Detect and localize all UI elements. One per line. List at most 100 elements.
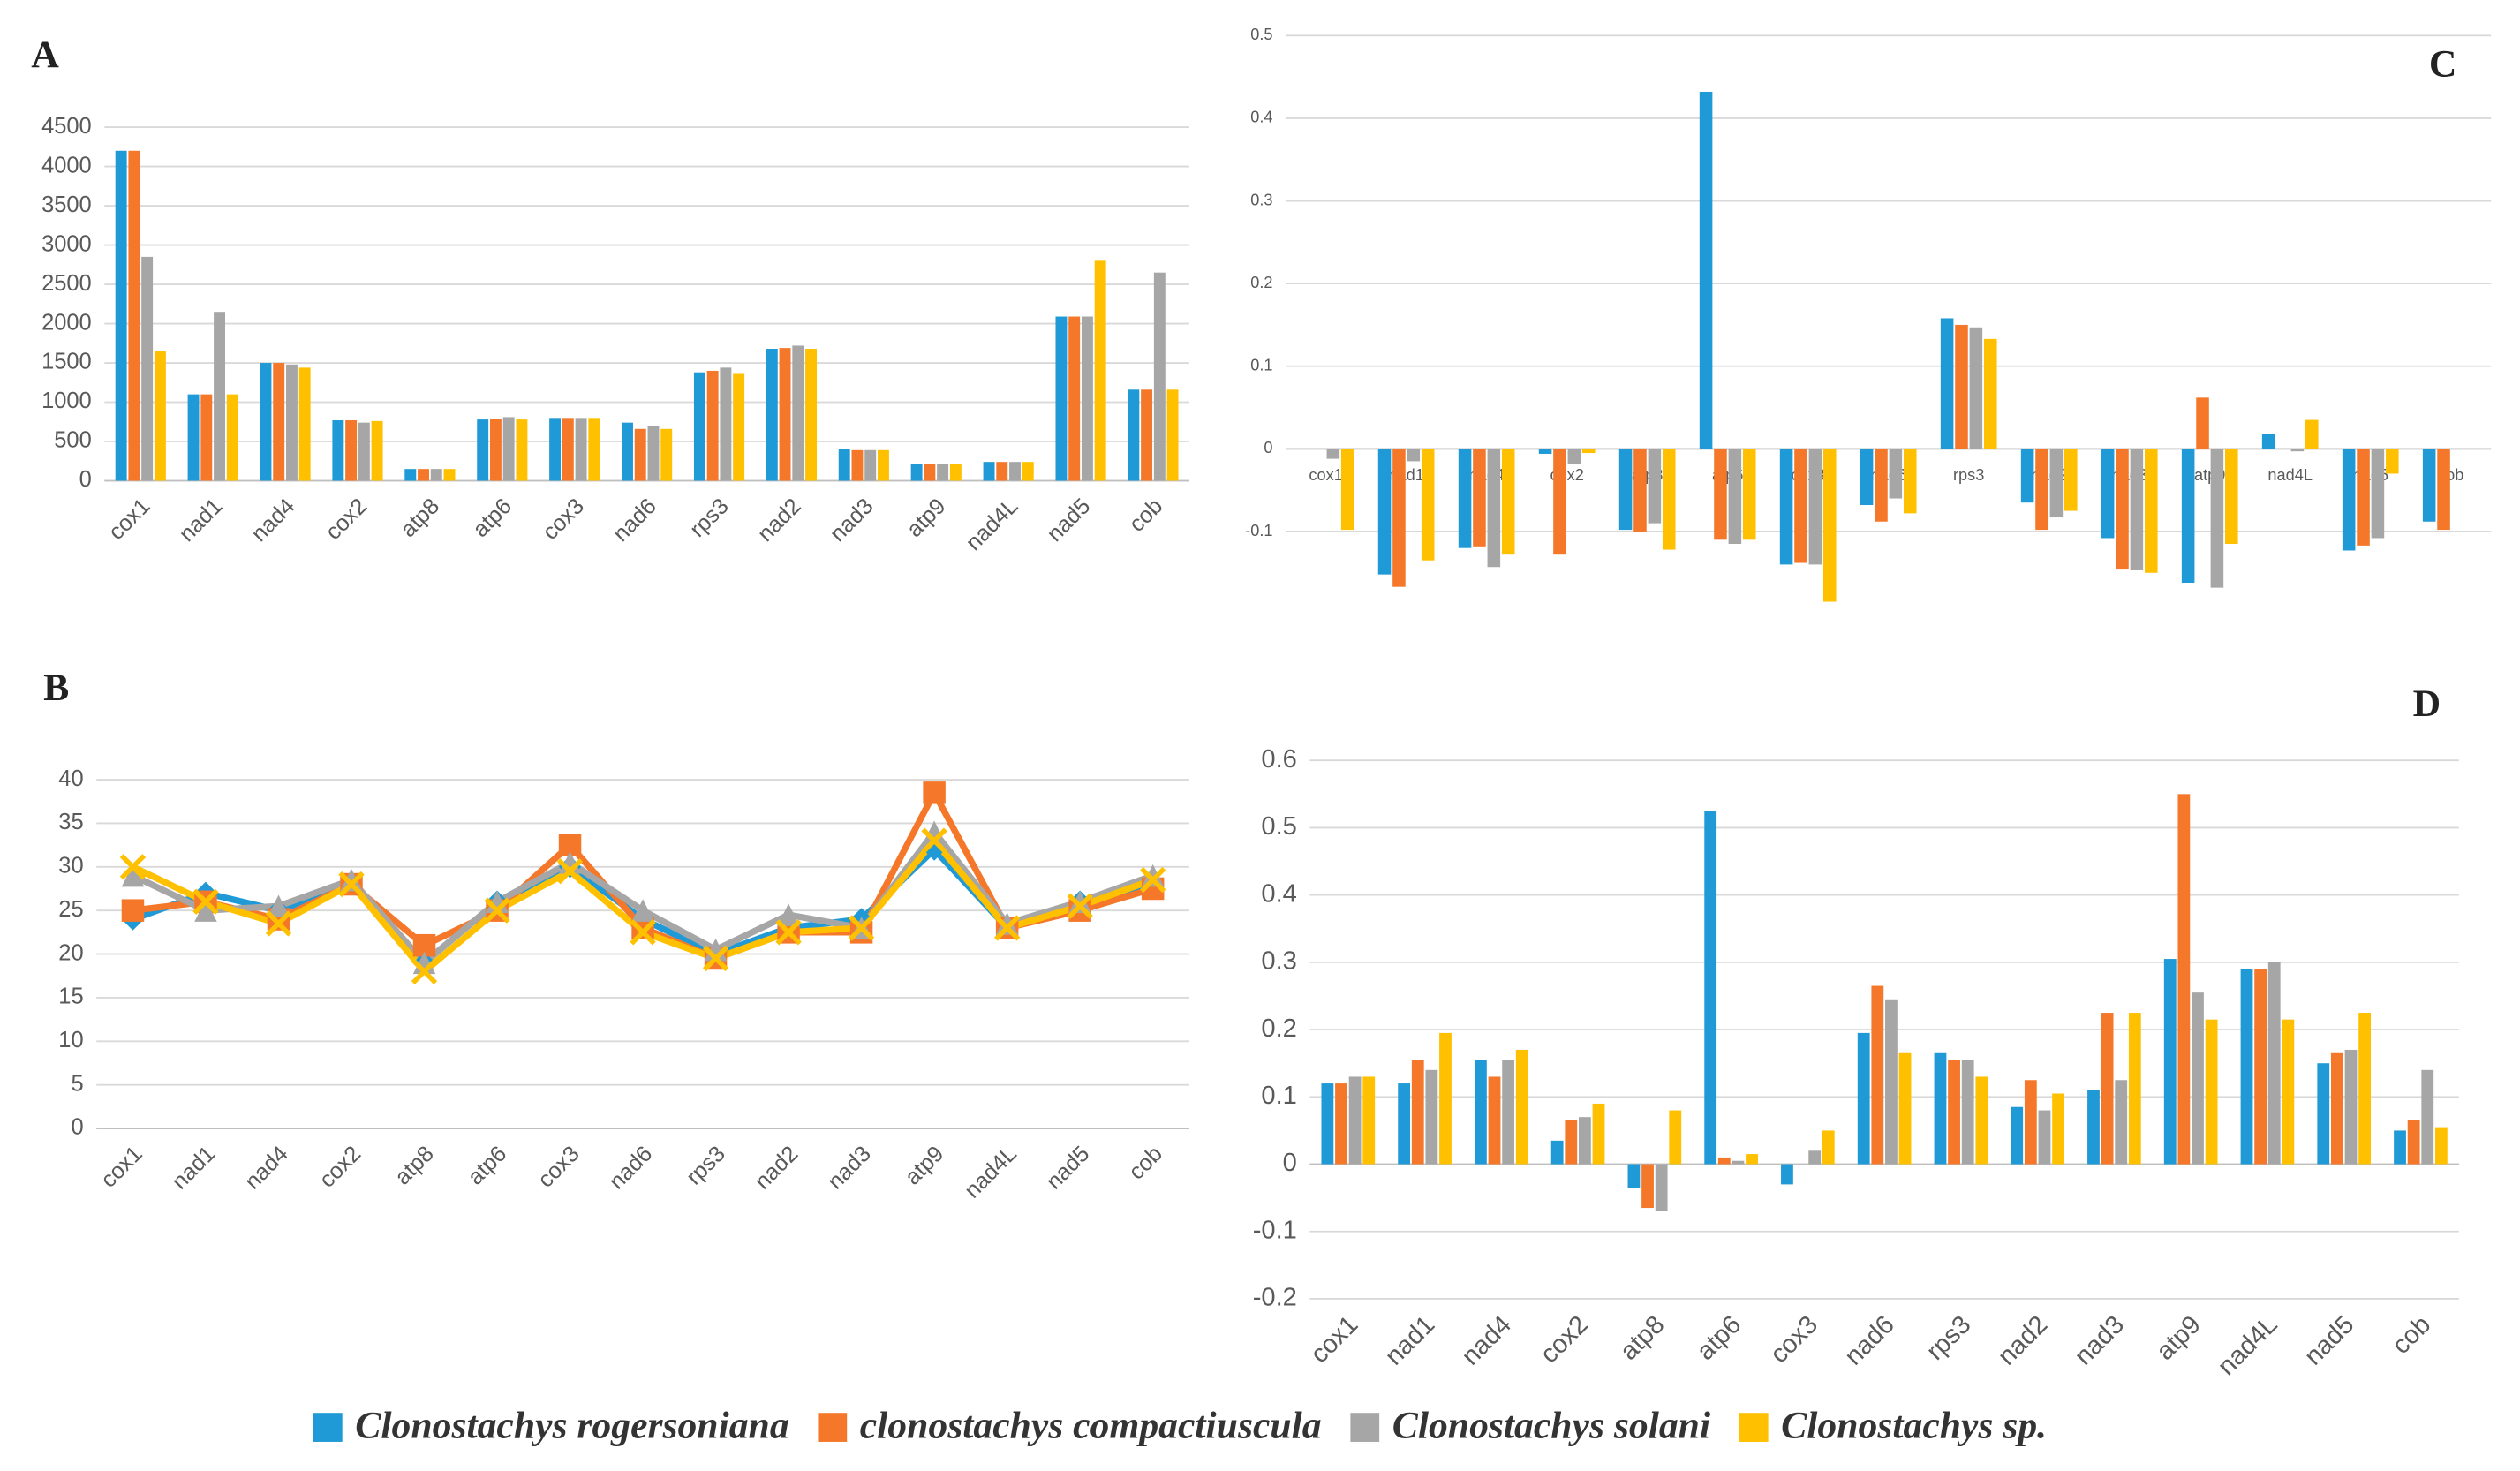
bar	[549, 418, 562, 481]
bar	[2282, 1019, 2295, 1165]
bar	[1592, 1103, 1605, 1165]
bar	[2163, 959, 2177, 1165]
bar	[2192, 992, 2204, 1165]
bar	[1969, 327, 1983, 449]
x-tick-label: cox3	[533, 1142, 585, 1193]
x-tick-label: nad5	[1042, 494, 1095, 547]
x-tick-label: atp8	[1615, 1310, 1671, 1366]
marker	[631, 899, 654, 922]
marker	[340, 868, 363, 892]
bar	[1398, 1083, 1411, 1165]
bar	[1348, 1076, 1362, 1165]
y-tick-label: 0.5	[1261, 812, 1296, 841]
marker	[848, 915, 875, 941]
bar	[792, 345, 804, 481]
y-tick-label: 4000	[41, 153, 92, 177]
bar	[443, 469, 456, 481]
legend-swatch	[313, 1413, 343, 1442]
bar	[115, 150, 127, 481]
bar	[1326, 449, 1340, 459]
marker	[630, 919, 656, 946]
y-tick-label: 2500	[41, 271, 92, 296]
x-tick-label: rps3	[1953, 466, 1984, 484]
x-tick-label: cox1	[1309, 466, 1342, 484]
bar	[1955, 324, 1968, 449]
bar	[2290, 449, 2305, 452]
bar	[214, 312, 226, 481]
bar	[285, 364, 298, 481]
bar	[1871, 985, 1884, 1165]
bar	[2177, 794, 2191, 1165]
bar	[345, 419, 358, 481]
bar	[779, 348, 791, 481]
bar	[1714, 449, 1727, 540]
bar	[1794, 449, 1807, 563]
bar	[924, 464, 936, 481]
bar	[983, 462, 995, 481]
bar	[2049, 449, 2064, 518]
bar	[1948, 1060, 1960, 1165]
bar	[2181, 449, 2195, 584]
marker	[1139, 866, 1166, 894]
bar	[1728, 449, 1742, 545]
bar	[1009, 462, 1021, 481]
bar	[2434, 1127, 2448, 1165]
y-tick-label: 4500	[41, 114, 92, 139]
marker	[777, 903, 800, 926]
marker	[556, 858, 584, 885]
bar	[2205, 1019, 2218, 1165]
bar	[720, 367, 732, 481]
bar	[1055, 316, 1068, 481]
x-tick-label: nad4L	[960, 1142, 1022, 1203]
bar	[1488, 1076, 1501, 1165]
x-tick-label: nad5	[2299, 1310, 2359, 1370]
bar	[864, 449, 877, 481]
bar	[1141, 389, 1153, 481]
bar	[1068, 316, 1081, 481]
panel-label: A	[31, 34, 59, 76]
bar	[358, 422, 370, 481]
bar	[1392, 449, 1406, 587]
legend-label: Clonostachys rogersoniana	[355, 1404, 788, 1446]
bar	[2038, 1110, 2051, 1165]
bar	[1742, 449, 1756, 540]
bar	[838, 449, 850, 481]
bar	[516, 419, 528, 481]
bar	[1808, 1150, 1822, 1165]
bar	[1662, 449, 1676, 550]
bar	[1538, 449, 1552, 454]
bar	[430, 469, 442, 481]
marker	[267, 894, 290, 917]
bar	[949, 464, 962, 481]
x-tick-label: cox2	[314, 1142, 366, 1193]
bar	[128, 150, 140, 481]
bar	[1633, 449, 1647, 532]
bar	[2128, 1013, 2141, 1165]
y-tick-label: 35	[58, 810, 83, 834]
y-tick-label: 40	[58, 766, 83, 791]
x-tick-label: cox1	[96, 1142, 147, 1193]
bar	[2196, 397, 2209, 449]
panel-label: B	[43, 667, 69, 709]
bar	[1704, 811, 1717, 1165]
panel-label: C	[2429, 43, 2457, 86]
y-tick-label: -0.1	[1245, 522, 1272, 539]
bar	[1022, 462, 1034, 481]
marker	[993, 915, 1021, 941]
bar	[1857, 1032, 1870, 1165]
bar	[2240, 969, 2253, 1165]
bar	[1407, 449, 1421, 462]
x-tick-label: cox1	[1305, 1310, 1363, 1369]
y-tick-label: 1500	[41, 350, 92, 374]
x-tick-label: rps3	[1921, 1310, 1977, 1366]
bar	[1875, 449, 1888, 522]
bar	[332, 419, 344, 481]
y-tick-label: 0	[1264, 439, 1272, 456]
bar	[660, 428, 673, 481]
bar	[693, 372, 705, 481]
x-tick-label: nad2	[753, 494, 806, 547]
bar	[2225, 449, 2238, 545]
bar	[1779, 449, 1793, 565]
marker	[338, 871, 365, 898]
bar	[2115, 1080, 2128, 1165]
